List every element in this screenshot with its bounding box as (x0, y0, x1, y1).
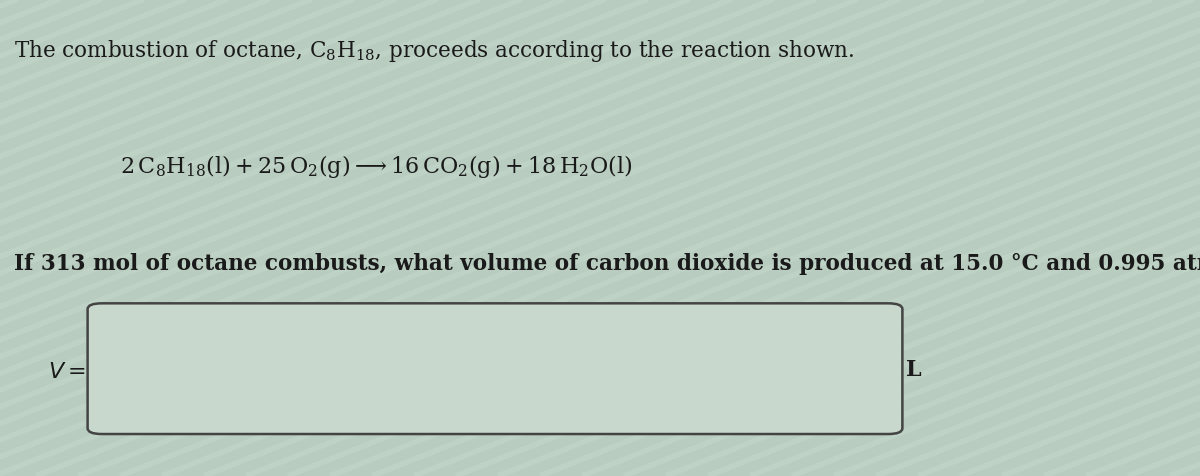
Text: If 313 mol of octane combusts, what volume of carbon dioxide is produced at 15.0: If 313 mol of octane combusts, what volu… (14, 252, 1200, 274)
Text: $\mathregular{2\,C_8H_{18}(l) + 25\,O_2(g) \longrightarrow 16\,CO_2(g) + 18\,H_2: $\mathregular{2\,C_8H_{18}(l) + 25\,O_2(… (120, 152, 632, 179)
Text: L: L (906, 358, 922, 380)
FancyBboxPatch shape (88, 304, 902, 434)
Text: The combustion of octane, $\mathregular{C_8H_{18}}$, proceeds according to the r: The combustion of octane, $\mathregular{… (14, 38, 854, 64)
Text: $V =$: $V =$ (48, 360, 86, 382)
